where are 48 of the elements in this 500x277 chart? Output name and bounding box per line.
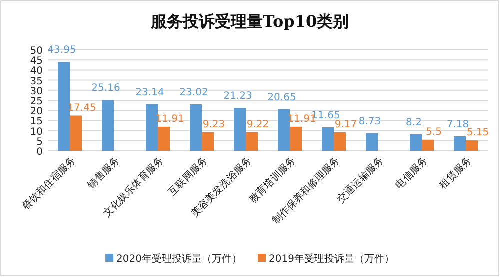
data-label: 23.14 <box>136 87 164 98</box>
data-label: 25.16 <box>92 83 120 94</box>
bar <box>454 136 466 151</box>
bar <box>366 133 378 151</box>
y-tick-label: 45 <box>30 56 43 68</box>
bar <box>102 100 114 151</box>
bar <box>190 104 202 151</box>
bar <box>158 126 170 151</box>
y-tick-label: 20 <box>30 106 43 118</box>
data-label: 43.95 <box>48 45 76 56</box>
y-tick-label: 5 <box>36 136 43 148</box>
bar <box>246 132 258 151</box>
data-label: 8.73 <box>358 116 382 128</box>
legend-label: 2020年受理投诉量（万件） <box>116 253 242 265</box>
data-label: 5.5 <box>426 126 442 138</box>
y-tick-label: 10 <box>30 126 43 138</box>
data-label: 5.15 <box>466 128 490 139</box>
bar <box>290 126 302 151</box>
bar <box>322 127 334 151</box>
x-tick-label: 租赁服务 <box>437 154 474 192</box>
bar <box>70 116 82 151</box>
bar <box>278 109 290 151</box>
data-label: 7.18 <box>446 119 470 130</box>
y-tick-label: 15 <box>30 116 43 128</box>
data-label: 21.23 <box>224 91 252 102</box>
bar <box>146 104 158 151</box>
data-label: 8.2 <box>406 117 422 128</box>
x-tick-label: 电信服务 <box>393 154 430 192</box>
bar <box>422 140 434 151</box>
data-label: 9.23 <box>202 119 226 130</box>
data-label: 9.17 <box>334 119 358 130</box>
bar <box>202 132 214 151</box>
chart-title: 服务投诉受理量Top10类别 <box>150 12 350 31</box>
bar <box>234 108 246 151</box>
y-tick-label: 35 <box>30 76 43 88</box>
y-tick-label: 30 <box>30 86 43 98</box>
bar <box>58 62 70 151</box>
data-label: 20.65 <box>268 92 296 104</box>
data-label: 23.02 <box>180 88 208 98</box>
y-tick-label: 25 <box>30 96 43 108</box>
bar <box>466 140 478 151</box>
y-tick-label: 50 <box>30 46 43 57</box>
y-tick-label: 40 <box>30 66 43 78</box>
legend-label: 2019年受理投诉量（万件） <box>269 253 394 265</box>
x-tick-label: 销售服务 <box>84 154 122 192</box>
data-label: 9.22 <box>246 119 270 130</box>
bar <box>334 132 346 151</box>
bar <box>410 134 422 151</box>
